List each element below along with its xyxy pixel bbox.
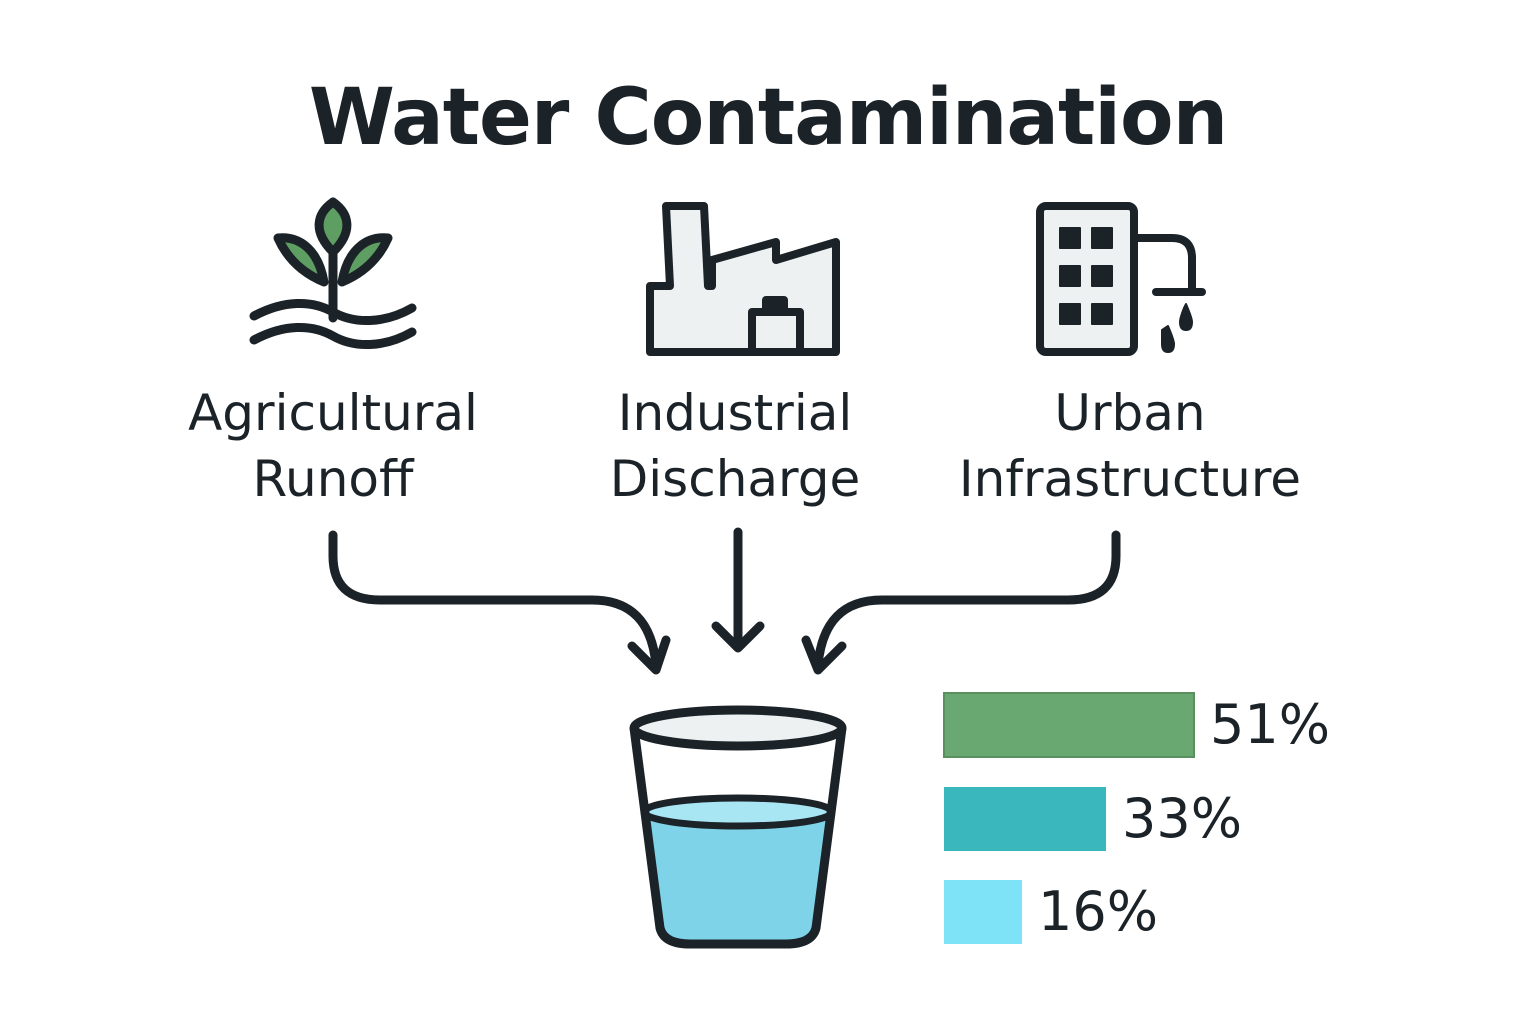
source-label-line: Industrial [617,384,853,442]
arrow-urban [813,530,1121,670]
arrow-urban-head [801,635,847,675]
bar-value-label: 51% [1210,693,1331,756]
plant-sprout-icon [249,197,417,349]
bar-chart [943,692,1195,944]
arrow-agricultural [328,530,661,670]
bar-urban-infrastructure [944,880,1022,944]
page-title: Water Contamination [308,73,1228,163]
bar-agricultural-runoff [943,692,1195,758]
source-label-industrial: Industrial Discharge [505,380,965,512]
source-label-line: Urban [1054,384,1206,442]
source-label-urban: Urban Infrastructure [900,380,1360,512]
water-glass-icon [629,705,847,949]
building-pipe-icon [1036,202,1206,356]
source-label-agricultural: Agricultural Runoff [103,380,563,512]
bar-value-label: 33% [1122,787,1243,850]
source-label-line: Runoff [252,450,414,508]
bar-value-label: 16% [1038,880,1159,943]
source-label-line: Agricultural [188,384,478,442]
arrow-agricultural-head [627,635,671,675]
source-label-line: Infrastructure [958,450,1302,508]
factory-icon [646,202,840,356]
bar-industrial-discharge [944,787,1106,851]
source-label-line: Discharge [609,450,861,508]
arrow-industrial-head [711,621,765,653]
